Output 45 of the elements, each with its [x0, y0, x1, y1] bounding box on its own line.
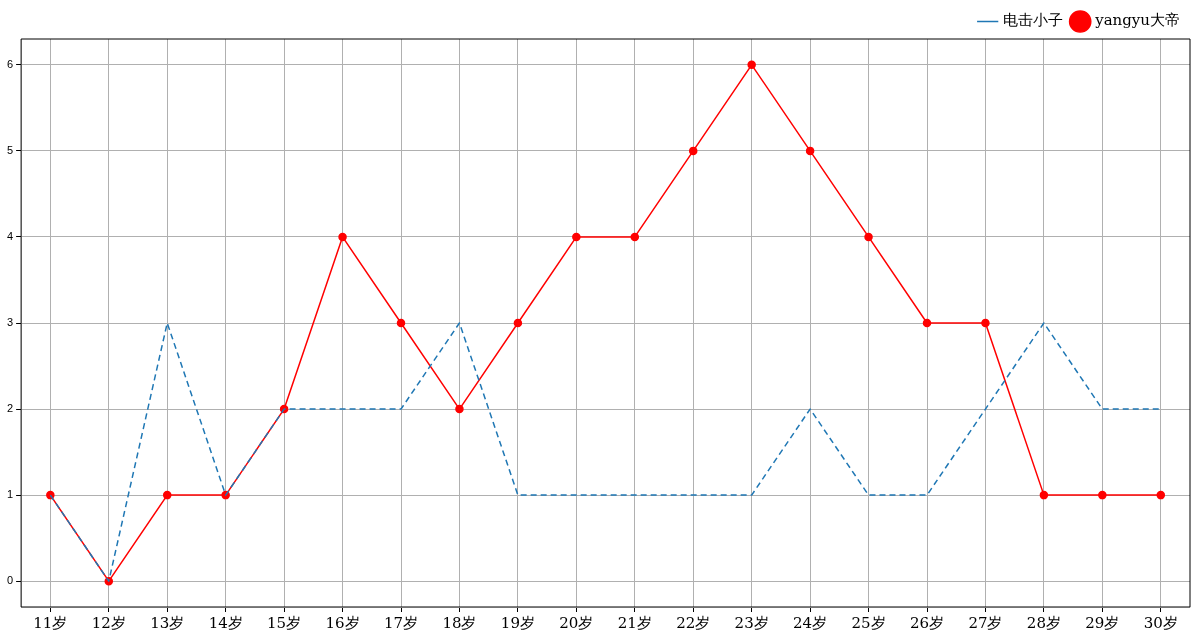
x-tick-label: 26岁	[909, 613, 945, 632]
x-tick-label: 17岁	[383, 613, 419, 632]
point	[455, 404, 464, 414]
point	[1156, 490, 1166, 500]
point	[747, 60, 756, 70]
point	[805, 146, 815, 156]
x-tick-label: 11岁	[33, 613, 68, 632]
point	[572, 232, 581, 242]
point	[864, 232, 873, 242]
x-tick-label: 15岁	[267, 613, 302, 632]
x-tick-label: 30岁	[1143, 613, 1178, 632]
x-tick-label: 27岁	[968, 613, 1003, 632]
point	[1098, 490, 1107, 500]
y-tick-label: 2	[6, 402, 14, 415]
x-tick-label: 13岁	[150, 613, 185, 632]
x-tick-label: 19岁	[500, 613, 535, 632]
x-tick-label: 18岁	[442, 613, 477, 632]
y-tick-label: 6	[6, 57, 14, 70]
point	[688, 146, 698, 156]
x-tick-label: 12岁	[91, 613, 126, 632]
x-tick-label: 29岁	[1085, 613, 1120, 632]
x-tick-label: 24岁	[793, 613, 828, 632]
point	[922, 318, 932, 328]
point	[162, 490, 172, 500]
point	[981, 318, 990, 328]
x-tick-label: 21岁	[617, 613, 652, 632]
point	[338, 232, 347, 242]
x-tick-label: 22岁	[676, 613, 711, 632]
x-tick-label: 16岁	[325, 613, 360, 632]
y-tick-label: 0	[6, 574, 14, 587]
x-tick-label: 23岁	[734, 613, 769, 632]
x-tick-label: 14岁	[208, 613, 243, 632]
legend-label: yangyu大帝	[1094, 11, 1181, 30]
y-tick-label: 5	[6, 143, 14, 156]
x-tick-label: 28岁	[1026, 613, 1061, 632]
point	[630, 232, 640, 242]
point	[513, 318, 523, 328]
y-tick-label: 4	[6, 229, 14, 242]
point	[396, 318, 406, 328]
y-tick-label: 3	[6, 316, 14, 329]
x-tick-label: 25岁	[851, 613, 886, 632]
y-tick-label: 1	[6, 488, 14, 501]
legend-label: 电击小子	[1002, 11, 1063, 30]
x-tick-label: 20岁	[559, 613, 594, 632]
point	[1039, 490, 1049, 500]
